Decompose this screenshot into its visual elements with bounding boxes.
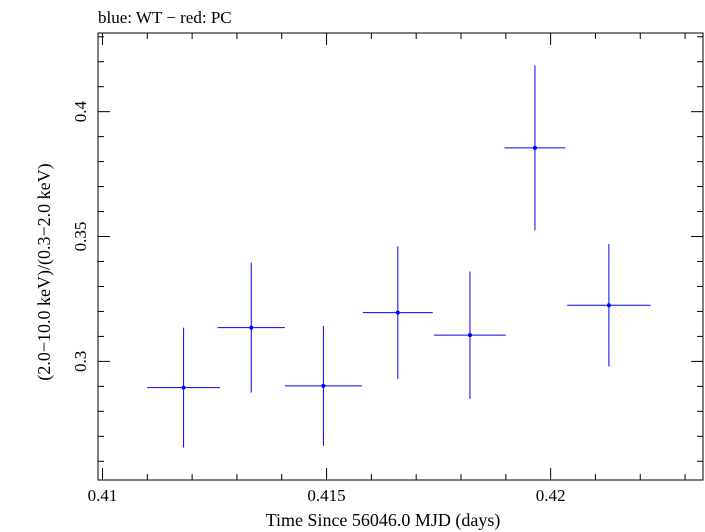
data-point: [147, 327, 220, 448]
y-tick-labels: 0.3 0.35 0.4: [71, 101, 90, 372]
point-marker: [321, 383, 326, 388]
data-point: [567, 244, 651, 367]
data-point: [362, 246, 433, 379]
data-point: [434, 271, 506, 399]
x-tick-label: 0.415: [307, 486, 345, 505]
x-tick-labels: 0.41 0.415 0.42: [88, 486, 566, 505]
y-tick-label: 0.4: [71, 101, 90, 123]
data-series: [147, 65, 651, 448]
chart-title: blue: WT − red: PC: [98, 8, 232, 27]
y-tick-label: 0.35: [71, 222, 90, 252]
point-marker: [249, 325, 254, 330]
x-tick-label: 0.41: [88, 486, 118, 505]
axis-ticks: [98, 33, 703, 480]
point-marker: [395, 310, 400, 315]
data-point: [284, 325, 362, 446]
point-marker: [532, 145, 537, 150]
data-point: [217, 262, 285, 393]
point-marker: [606, 303, 611, 308]
data-point: [504, 65, 566, 231]
y-tick-label: 0.3: [71, 351, 90, 372]
point-marker: [467, 333, 472, 338]
y-axis-label: (2.0−10.0 keV)/(0.3−2.0 keV): [34, 163, 55, 380]
x-axis-label: Time Since 56046.0 MJD (days): [266, 510, 501, 531]
point-marker: [181, 385, 186, 390]
plot-frame: [97, 32, 704, 481]
x-tick-label: 0.42: [536, 486, 566, 505]
